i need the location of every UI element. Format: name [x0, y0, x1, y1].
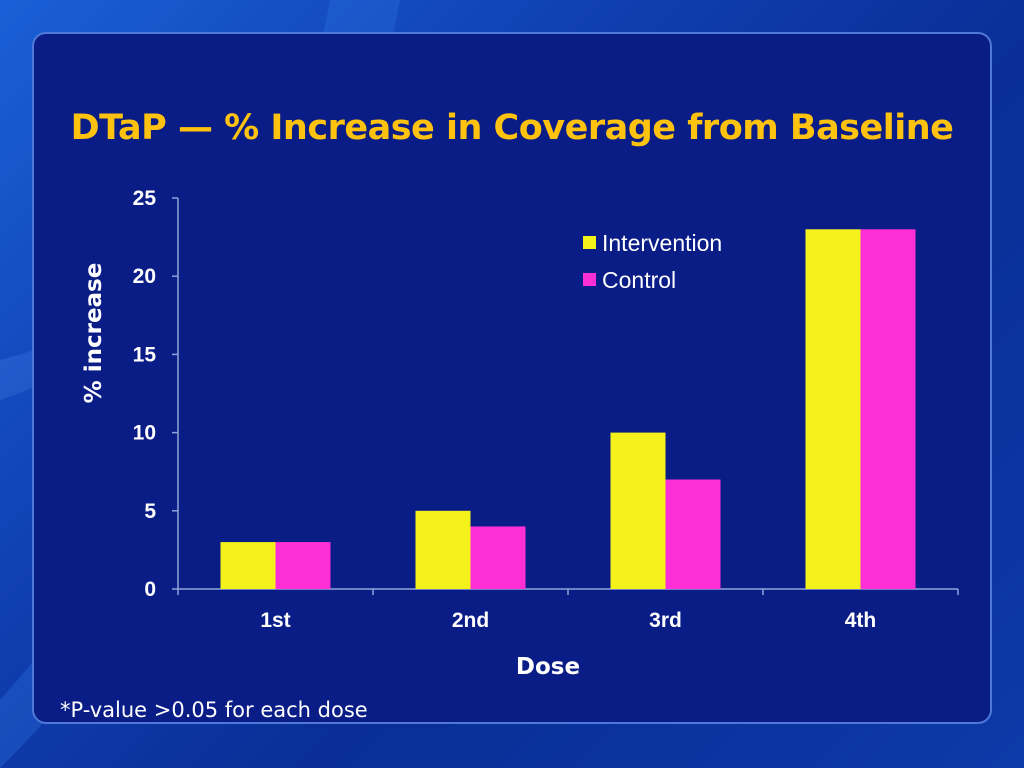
footnote: *P-value >0.05 for each dose — [60, 698, 368, 722]
bar-control-3rd — [665, 479, 721, 589]
bar-intervention-2nd — [415, 510, 471, 589]
y-tick-label: 15 — [133, 343, 157, 366]
bar-intervention-1st — [220, 542, 276, 589]
bar-control-4th — [860, 229, 916, 589]
bar-intervention-3rd — [610, 432, 666, 589]
y-tick-label: 5 — [144, 500, 156, 523]
bar-control-2nd — [470, 526, 526, 589]
bar-intervention-4th — [805, 229, 861, 589]
y-tick-label: 0 — [144, 578, 156, 601]
legend-label-control: Control — [602, 267, 676, 293]
y-tick-label: 10 — [133, 422, 156, 445]
x-tick-label: 2nd — [452, 609, 489, 632]
y-tick-label: 25 — [133, 187, 157, 210]
bar-control-1st — [275, 542, 331, 589]
legend-swatch-intervention — [583, 236, 596, 249]
x-tick-label: 1st — [260, 609, 290, 632]
x-tick-label: 3rd — [649, 609, 682, 632]
slide-title: DTaP — % Increase in Coverage from Basel… — [70, 108, 954, 148]
x-tick-label: 4th — [845, 609, 877, 632]
y-tick-label: 20 — [133, 265, 156, 288]
legend-label-intervention: Intervention — [602, 230, 722, 256]
x-axis-title: Dose — [516, 654, 580, 680]
y-axis-title: % increase — [81, 263, 107, 404]
legend-swatch-control — [583, 273, 596, 286]
